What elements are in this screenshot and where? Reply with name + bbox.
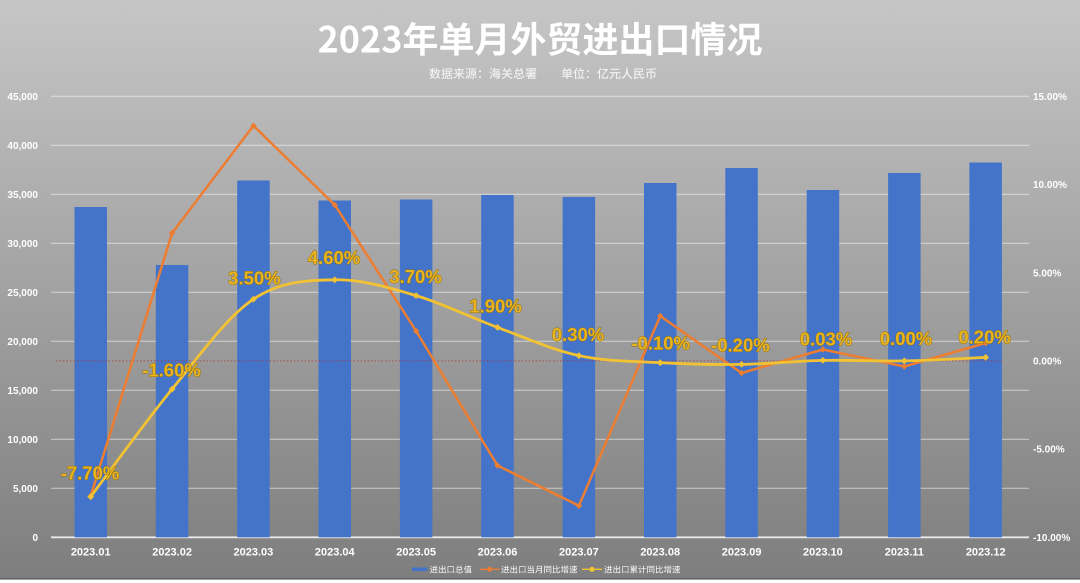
svg-text:15,000: 15,000 bbox=[7, 386, 38, 397]
svg-text:40,000: 40,000 bbox=[7, 141, 38, 152]
svg-text:0.00%: 0.00% bbox=[1033, 357, 1061, 368]
svg-text:10.00%: 10.00% bbox=[1033, 180, 1067, 191]
svg-text:1.90%: 1.90% bbox=[469, 296, 521, 317]
svg-text:-0.10%: -0.10% bbox=[631, 333, 690, 354]
svg-text:2023.06: 2023.06 bbox=[478, 547, 518, 559]
svg-text:2023.11: 2023.11 bbox=[885, 547, 924, 559]
svg-text:4.60%: 4.60% bbox=[308, 247, 360, 268]
svg-text:35,000: 35,000 bbox=[7, 190, 38, 201]
svg-text:2023.01: 2023.01 bbox=[71, 547, 111, 559]
svg-text:-7.70%: -7.70% bbox=[61, 463, 120, 484]
svg-text:0.30%: 0.30% bbox=[552, 324, 604, 345]
svg-text:30,000: 30,000 bbox=[7, 239, 38, 250]
svg-text:-5.00%: -5.00% bbox=[1033, 445, 1065, 456]
svg-text:-1.60%: -1.60% bbox=[142, 360, 201, 381]
svg-text:0.00%: 0.00% bbox=[880, 328, 932, 349]
svg-text:0.03%: 0.03% bbox=[800, 329, 852, 350]
svg-text:5.00%: 5.00% bbox=[1033, 268, 1061, 279]
svg-text:2023.12: 2023.12 bbox=[966, 547, 1006, 559]
svg-text:15.00%: 15.00% bbox=[1033, 92, 1067, 103]
svg-text:2023.02: 2023.02 bbox=[152, 547, 192, 559]
svg-text:25,000: 25,000 bbox=[7, 288, 38, 299]
svg-text:3.70%: 3.70% bbox=[389, 266, 441, 287]
svg-text:2023.08: 2023.08 bbox=[640, 547, 680, 559]
svg-text:0.20%: 0.20% bbox=[958, 327, 1010, 348]
svg-text:2023.09: 2023.09 bbox=[722, 547, 762, 559]
svg-text:3.50%: 3.50% bbox=[228, 268, 280, 289]
svg-text:20,000: 20,000 bbox=[7, 337, 38, 348]
svg-text:2023.04: 2023.04 bbox=[315, 547, 356, 559]
svg-text:2023.05: 2023.05 bbox=[396, 547, 436, 559]
svg-text:10,000: 10,000 bbox=[7, 435, 38, 446]
svg-text:5,000: 5,000 bbox=[13, 484, 38, 495]
svg-text:2023.10: 2023.10 bbox=[803, 547, 843, 559]
svg-text:-10.00%: -10.00% bbox=[1033, 533, 1070, 544]
svg-text:2023.03: 2023.03 bbox=[234, 547, 274, 559]
svg-text:2023.07: 2023.07 bbox=[559, 547, 599, 559]
svg-text:0: 0 bbox=[32, 533, 38, 544]
svg-text:45,000: 45,000 bbox=[7, 92, 38, 103]
svg-text:-0.20%: -0.20% bbox=[711, 335, 770, 356]
